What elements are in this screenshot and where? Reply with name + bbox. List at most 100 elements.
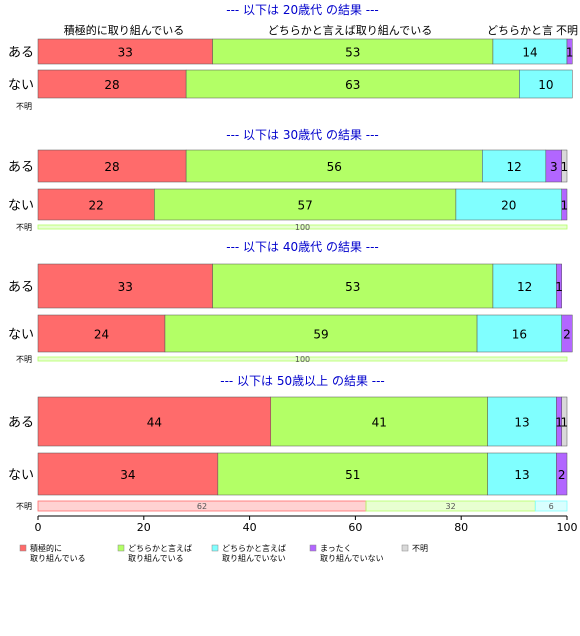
data-label: 3 [550, 160, 558, 174]
data-label: 53 [345, 46, 360, 60]
row-label: ある [8, 280, 34, 295]
data-label: 2 [563, 328, 571, 342]
x-tick-label: 80 [454, 521, 468, 534]
bar-segment [566, 38, 573, 65]
data-label: 33 [118, 280, 133, 294]
bar-segment [556, 452, 568, 496]
data-label: 34 [120, 468, 135, 482]
data-label: 2 [558, 468, 566, 482]
bar-segment [487, 452, 557, 496]
bar-segment [519, 69, 573, 99]
unknown-data-label: 100 [295, 355, 310, 364]
bar-segment [455, 188, 562, 221]
bar-segment [37, 396, 272, 447]
column-header: 積極的に取り組んでいる [64, 23, 184, 37]
unknown-data-label: 32 [446, 502, 456, 511]
bar-segment [37, 188, 155, 221]
data-label: 1 [566, 46, 574, 60]
bar-segment [185, 149, 483, 183]
bar-segment [492, 38, 568, 65]
data-label: 28 [104, 78, 119, 92]
bar-segment [37, 38, 213, 65]
bar-segment [561, 149, 568, 183]
bar-segment [164, 314, 478, 353]
data-label: 24 [94, 328, 109, 342]
unknown-row-label: 不明 [16, 502, 32, 511]
unknown-data-label: 100 [295, 223, 310, 232]
data-label: 63 [345, 78, 360, 92]
bar-segment [482, 149, 547, 183]
legend-label: どちらかと言えば取り組んでいない [222, 543, 286, 563]
data-label: 1 [561, 416, 569, 430]
row-label: ない [8, 78, 34, 93]
row-label: ない [8, 468, 34, 483]
unknown-data-label: 6 [549, 502, 554, 511]
unknown-segment [37, 356, 568, 362]
row-label: ある [8, 46, 34, 61]
panel-title: --- 以下は 40歳代 の結果 --- [226, 240, 379, 254]
bar-segment [212, 263, 494, 309]
data-label: 12 [506, 160, 521, 174]
row-label: ない [8, 328, 34, 343]
panel-title: --- 以下は 50歳以上 の結果 --- [220, 374, 385, 388]
data-label: 16 [512, 328, 527, 342]
bar-segment [37, 452, 219, 496]
data-label: 12 [517, 280, 532, 294]
data-label: 22 [89, 199, 104, 213]
data-label: 28 [104, 160, 119, 174]
legend-swatch [309, 544, 317, 552]
data-label: 51 [345, 468, 360, 482]
data-label: 13 [514, 468, 529, 482]
legend-label: まったく取り組んでいない [320, 544, 384, 563]
x-tick-label: 40 [243, 521, 257, 534]
data-label: 56 [327, 160, 342, 174]
data-label: 1 [561, 160, 569, 174]
legend-swatch [117, 544, 125, 552]
bar-segment [561, 188, 568, 221]
bar-segment [561, 314, 573, 353]
data-label: 53 [345, 280, 360, 294]
unknown-segment [534, 500, 568, 512]
data-label: 14 [522, 46, 537, 60]
legend-swatch [401, 544, 409, 552]
panel-title: --- 以下は 20歳代 の結果 --- [226, 3, 379, 17]
x-tick-label: 0 [35, 521, 42, 534]
x-tick-label: 20 [137, 521, 151, 534]
x-tick-label: 60 [348, 521, 362, 534]
data-label: 57 [298, 199, 313, 213]
bar-segment [556, 263, 562, 309]
column-header: どちらかと言 [487, 24, 553, 37]
bar-segment [37, 263, 213, 309]
data-label: 59 [313, 328, 328, 342]
column-header-trailing: 不明 [556, 24, 578, 37]
unknown-row-label: 不明 [16, 223, 32, 232]
x-tick-label: 100 [557, 521, 578, 534]
data-label: 41 [372, 416, 387, 430]
data-label: 1 [555, 280, 563, 294]
data-label: 10 [538, 78, 553, 92]
legend-label: どちらかと言えば取り組んでいる [128, 543, 192, 563]
legend-swatch [19, 544, 27, 552]
legend-label: 不明 [412, 544, 428, 553]
data-label: 44 [147, 416, 162, 430]
bar-segment [492, 263, 557, 309]
bar-segment [37, 314, 166, 353]
unknown-row-label: 不明 [16, 355, 32, 364]
bar-segment [217, 452, 488, 496]
row-label: ある [8, 160, 34, 175]
bar-segment [561, 396, 568, 447]
unknown-segment [37, 224, 568, 230]
legend-swatch [211, 544, 219, 552]
data-label: 33 [118, 46, 133, 60]
unknown-data-label: 62 [197, 502, 207, 511]
bar-segment [487, 396, 557, 447]
row-label: ある [8, 416, 34, 431]
column-header: どちらかと言えば取り組んでいる [268, 24, 432, 37]
row-label: ない [8, 199, 34, 214]
legend-label: 積極的に取り組んでいる [30, 543, 86, 563]
data-label: 13 [514, 416, 529, 430]
data-label: 1 [561, 199, 569, 213]
bar-segment [185, 69, 520, 99]
data-label: 1 [555, 416, 563, 430]
bar-segment [476, 314, 562, 353]
